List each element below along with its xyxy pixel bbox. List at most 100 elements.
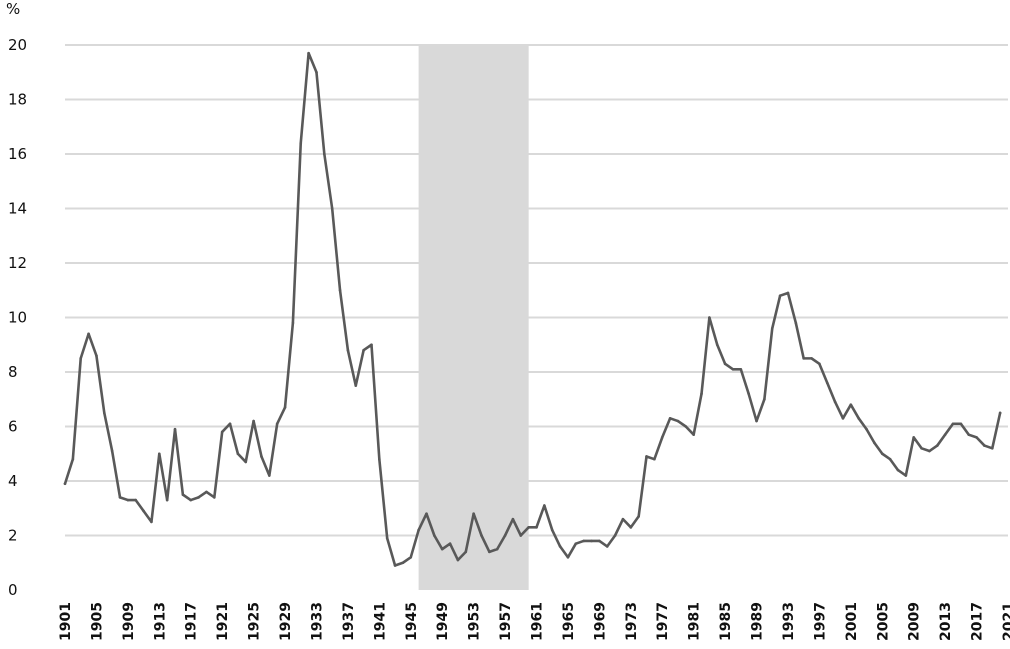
data-point: [307, 51, 310, 55]
data-point: [833, 400, 837, 404]
data-point: [134, 498, 138, 502]
data-point: [700, 392, 703, 396]
x-tick-label: 1925: [247, 602, 263, 641]
data-point: [763, 397, 766, 401]
data-point: [126, 498, 130, 502]
x-tick-label: 1981: [687, 602, 703, 641]
data-point: [338, 288, 342, 292]
gridlines: [65, 44, 1008, 537]
x-tick-label: 1913: [152, 602, 168, 641]
x-tick-label: 1937: [341, 602, 357, 641]
x-tick-label: 1953: [467, 602, 483, 641]
data-point: [71, 457, 75, 461]
data-point: [464, 550, 468, 554]
data-point: [480, 534, 483, 537]
y-tick-label: 8: [8, 363, 18, 381]
data-point: [574, 542, 578, 545]
data-point: [236, 452, 240, 456]
data-point: [959, 422, 963, 426]
x-tick-label: 1993: [781, 602, 797, 641]
x-tick-label: 1957: [498, 602, 514, 641]
x-tick-label: 1965: [561, 602, 577, 641]
data-point: [268, 474, 271, 477]
data-point: [448, 542, 452, 545]
data-point: [228, 422, 232, 426]
data-point: [519, 534, 523, 537]
data-point: [613, 534, 617, 537]
data-point: [511, 517, 515, 521]
y-tick-label: 2: [8, 527, 18, 545]
data-point: [456, 558, 460, 562]
data-point: [362, 348, 365, 352]
data-point: [158, 452, 161, 456]
data-points: [63, 51, 1002, 567]
data-point: [330, 207, 334, 210]
data-point: [770, 327, 774, 330]
data-point: [165, 498, 169, 502]
data-point: [370, 343, 373, 347]
x-tick-label: 2021: [1001, 602, 1010, 641]
data-point: [841, 417, 845, 420]
data-point: [629, 526, 633, 529]
data-point: [888, 457, 892, 461]
data-point: [550, 528, 554, 532]
data-point: [778, 294, 782, 298]
data-point: [731, 367, 735, 371]
data-point: [904, 474, 908, 477]
y-tick-label: 18: [8, 91, 27, 109]
data-point: [857, 417, 860, 420]
data-point: [983, 444, 986, 447]
x-tick-label: 2017: [970, 602, 986, 641]
data-point: [998, 411, 1002, 415]
y-axis-ticks: 0 2 4 6 8 10 12 14 16 18 20: [8, 36, 27, 599]
data-point: [150, 520, 153, 524]
data-point: [668, 417, 672, 420]
data-point: [283, 406, 287, 409]
data-point: [582, 539, 585, 543]
data-point: [543, 504, 546, 507]
data-point: [393, 564, 397, 567]
x-tick-label: 1905: [89, 602, 105, 641]
data-point: [755, 419, 758, 423]
data-point: [621, 517, 625, 521]
data-point: [598, 539, 601, 543]
data-point: [110, 449, 114, 453]
data-point: [605, 545, 609, 548]
data-point: [409, 556, 413, 559]
data-point: [653, 457, 656, 461]
x-tick-label: 1977: [655, 602, 671, 641]
data-point: [275, 422, 279, 426]
x-tick-label: 1969: [592, 602, 608, 641]
x-tick-label: 1941: [372, 602, 388, 641]
data-point: [79, 357, 83, 360]
data-point: [173, 427, 177, 431]
y-tick-label: 6: [8, 418, 18, 436]
data-point: [63, 482, 67, 486]
data-point: [220, 430, 224, 434]
data-point: [786, 291, 790, 295]
data-point: [527, 526, 530, 529]
x-tick-label: 1929: [278, 602, 294, 641]
data-point: [708, 316, 711, 319]
data-point: [566, 556, 570, 559]
data-point: [896, 468, 900, 472]
data-point: [205, 490, 208, 494]
data-point: [378, 457, 381, 461]
x-axis-ticks: 1901 1905 1909 1913 1917 1921 1925 1929 1933 1937…: [58, 602, 1010, 641]
data-point: [975, 436, 978, 439]
data-point: [260, 455, 263, 458]
data-point: [535, 526, 538, 529]
data-point: [880, 452, 884, 456]
data-point: [951, 422, 955, 426]
x-tick-label: 1917: [184, 602, 200, 641]
data-point: [197, 496, 200, 499]
y-tick-label: 14: [8, 200, 27, 218]
data-point: [440, 547, 444, 551]
data-point: [873, 441, 876, 445]
y-tick-label: 20: [8, 36, 27, 54]
data-point: [935, 444, 939, 447]
x-tick-label: 2001: [844, 602, 860, 641]
data-point: [87, 332, 90, 336]
data-point: [495, 547, 499, 551]
